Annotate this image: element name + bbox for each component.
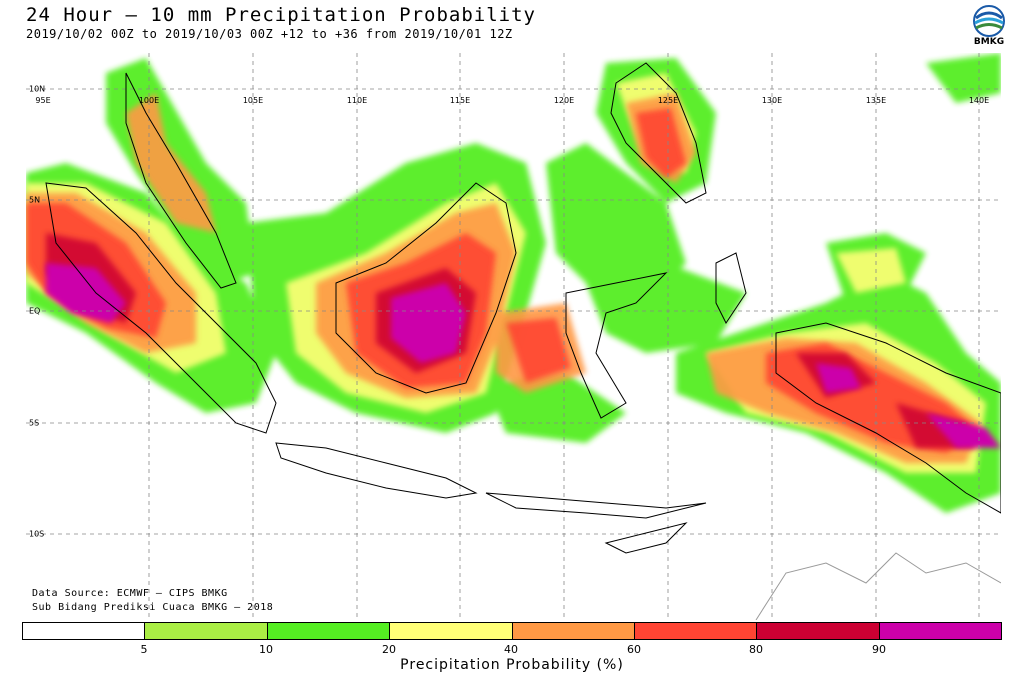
lon-label-105e: 105E [242,96,264,105]
colorbar-label: Precipitation Probability (%) [400,657,624,673]
sulawesi-coast [565,272,668,419]
colorbar-segment-5-10 [145,623,268,639]
colorbar-tick-40: 40 [504,643,518,656]
halmahera-coast [715,252,747,324]
bmkg-logo-text: BMKG [973,37,1005,47]
colorbar-tick-80: 80 [749,643,763,656]
borneo-coast [335,182,517,394]
bmkg-logo: BMKG [964,4,1014,50]
lon-label-135e: 135E [865,96,887,105]
bmkg-logo-icon [973,5,1005,37]
colorbar-segment-20-40 [390,623,513,639]
organization-credit: Sub Bidang Prediksi Cuaca BMKG – 2018 [32,602,274,613]
sumatra-coast [45,182,277,434]
colorbar-tick-10: 10 [259,643,273,656]
colorbar-tick-90: 90 [872,643,886,656]
colorbar-segment-80-90 [757,623,880,639]
graticule [26,53,1001,620]
map-canvas [26,53,1002,621]
papua-coast [775,322,1002,514]
philippines-coast [610,62,707,204]
colorbar-segment-0-5 [23,623,146,639]
lon-label-95e: 95E [35,96,51,105]
malay-peninsula-coast [125,72,237,289]
lon-label-140e: 140E [968,96,990,105]
colorbar [22,622,1002,640]
java-coast [275,442,478,499]
colorbar-tick-20: 20 [382,643,396,656]
nusa-tenggara-coast [485,492,707,519]
colorbar-tick-60: 60 [627,643,641,656]
lon-label-110e: 110E [346,96,368,105]
colorbar-tick-5: 5 [140,643,148,656]
lat-label-eq: EQ [29,306,41,316]
lon-label-125e: 125E [657,96,679,105]
lon-label-115e: 115E [449,96,471,105]
precipitation-map: 95E 100E 105E 110E 115E 120E 125E 130E 1… [26,53,1002,621]
australia-coast [755,552,1002,621]
colorbar-segment-10-20 [267,623,391,639]
coastlines [45,62,1002,554]
probability-field-magenta [46,263,1001,448]
lon-label-120e: 120E [553,96,575,105]
map-title: 24 Hour – 10 mm Precipitation Probabilit… [26,4,536,26]
lat-label-10n: 10N [29,84,46,94]
data-source-credit: Data Source: ECMWF – CIPS BMKG [32,588,228,599]
timor-coast [604,522,688,554]
lon-label-130e: 130E [761,96,783,105]
lat-label-10s: 10S [29,529,45,539]
colorbar-segment-90-100 [879,623,1001,639]
lon-label-100e: 100E [138,96,160,105]
lat-label-5n: 5N [29,195,41,205]
lat-label-5s: 5S [29,418,40,428]
map-subtitle: 2019/10/02 00Z to 2019/10/03 00Z +12 to … [26,27,513,41]
colorbar-segment-60-80 [634,623,758,639]
colorbar-segment-40-60 [512,623,635,639]
